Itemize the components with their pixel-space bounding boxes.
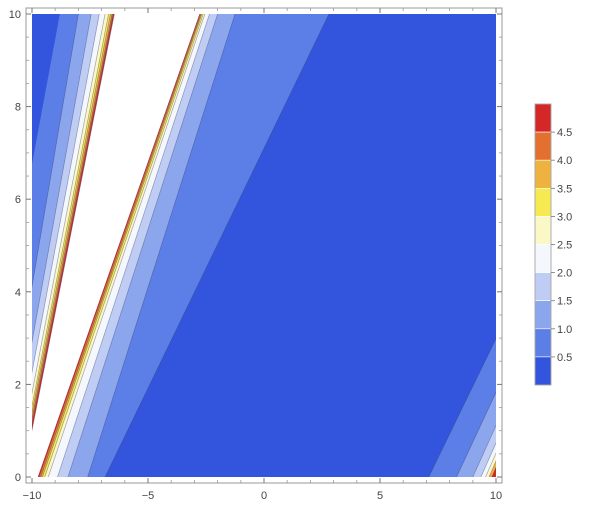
contour-line <box>32 14 100 374</box>
contour-line <box>57 14 210 477</box>
contour-line <box>38 14 201 477</box>
legend-swatch <box>534 131 552 161</box>
legend-label: 2.0 <box>557 268 572 280</box>
contour-band <box>491 467 496 477</box>
legend-swatch <box>534 103 552 133</box>
contour-line <box>40 14 202 477</box>
y-tick-label: 0 <box>15 472 21 484</box>
legend-swatch <box>534 159 552 189</box>
legend-label: 3.5 <box>557 183 572 195</box>
contour-line <box>456 391 496 477</box>
legend-label: 1.5 <box>557 296 572 308</box>
contour-line <box>32 14 79 289</box>
y-tick-label: 10 <box>9 9 21 21</box>
x-axis: −10 −5 0 5 10 <box>23 8 502 502</box>
y-tick-label: 6 <box>15 194 21 206</box>
y-axis: 0 2 4 6 8 10 <box>9 9 502 484</box>
plot-area <box>32 14 496 477</box>
color-legend: 4.5 4.0 3.5 3.0 2.5 2.0 1.5 1.0 0.5 <box>534 103 572 386</box>
legend-label: 4.0 <box>557 155 572 167</box>
legend-swatch <box>534 244 552 273</box>
contour-line <box>32 14 109 408</box>
contour-line <box>32 14 114 427</box>
contour-line <box>67 14 218 477</box>
legend-swatch <box>534 272 552 302</box>
contour-line <box>32 14 115 432</box>
legend-label: 2.5 <box>557 240 572 252</box>
x-tick-label: −10 <box>23 490 42 502</box>
contour-line <box>32 14 111 415</box>
x-tick-label: −5 <box>142 490 155 502</box>
legend-swatch <box>534 216 552 245</box>
x-tick-label: 0 <box>261 490 267 502</box>
contour-line <box>32 14 106 395</box>
contour-band <box>32 14 60 165</box>
legend-swatch <box>534 356 552 386</box>
legend-label: 0.5 <box>557 352 572 364</box>
contour-line <box>87 14 236 477</box>
contour-line <box>42 14 203 477</box>
contour-line <box>47 14 206 477</box>
y-tick-label: 4 <box>15 287 21 299</box>
x-tick-label: 5 <box>377 490 383 502</box>
legend-label: 4.5 <box>557 127 572 139</box>
legend-swatch <box>534 328 552 358</box>
contour-line <box>44 14 204 477</box>
legend-swatch <box>534 188 552 217</box>
legend-label: 1.0 <box>557 324 572 336</box>
x-tick-label: 10 <box>490 490 502 502</box>
contour-line <box>104 14 330 477</box>
legend-label: 3.0 <box>557 211 572 223</box>
y-tick-label: 8 <box>15 102 21 114</box>
contour-line <box>32 14 92 344</box>
contour-line <box>32 14 113 421</box>
contour-line <box>428 337 496 477</box>
legend-swatch <box>534 300 552 330</box>
y-tick-label: 2 <box>15 379 21 391</box>
